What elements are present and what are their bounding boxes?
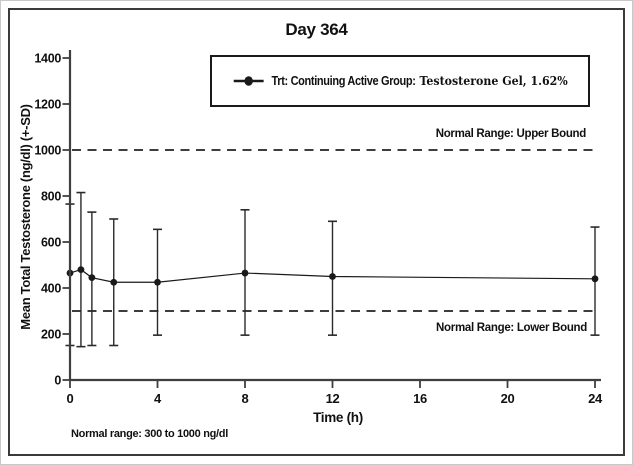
data-point-marker: [591, 275, 599, 283]
upper-bound-annotation: Normal Range: Upper Bound: [435, 128, 587, 140]
x-tick-label: 8: [242, 391, 249, 406]
figure-frame: [8, 8, 625, 456]
legend-line-dot-icon: [233, 76, 264, 86]
x-tick-label: 0: [67, 391, 74, 406]
chart-title: Day 364: [285, 20, 348, 39]
y-tick-label: 400: [41, 282, 61, 296]
x-tick-label: 24: [588, 391, 603, 406]
legend-box: Trt: Continuing Active Group: Testostero…: [210, 55, 590, 107]
y-tick-label: 0: [54, 374, 61, 388]
x-tick-label: 20: [501, 391, 515, 406]
legend-label: Trt: Continuing Active Group: Testostero…: [271, 72, 567, 90]
footnote: Normal range: 300 to 1000 ng/dl: [71, 428, 228, 440]
x-axis-label: Time (h): [313, 410, 363, 425]
x-tick-label: 4: [154, 391, 162, 406]
data-point-marker: [110, 278, 118, 286]
legend-label-prefix: Trt: Continuing Active Group:: [271, 74, 416, 88]
legend-entry: Trt: Continuing Active Group: Testostero…: [233, 72, 567, 90]
y-tick-label: 800: [41, 190, 61, 204]
y-tick-label: 600: [41, 236, 61, 250]
y-tick-label: 1400: [34, 52, 61, 66]
y-axis-label: Mean Total Testosterone (ng/dl) (+-SD): [18, 104, 33, 330]
y-tick-label: 1000: [34, 144, 61, 158]
y-tick-label: 200: [41, 328, 61, 342]
data-point-marker: [329, 273, 336, 280]
legend-label-product: Testosterone Gel, 1.62%: [419, 73, 568, 88]
x-tick-label: 16: [413, 391, 427, 406]
data-point-marker: [154, 278, 161, 286]
data-point-marker: [88, 274, 96, 282]
data-point-marker: [77, 266, 85, 273]
data-point-marker: [241, 269, 249, 277]
x-tick-label: 12: [326, 391, 340, 406]
y-tick-label: 1200: [34, 98, 61, 112]
lower-bound-annotation: Normal Range: Lower Bound: [436, 322, 587, 334]
